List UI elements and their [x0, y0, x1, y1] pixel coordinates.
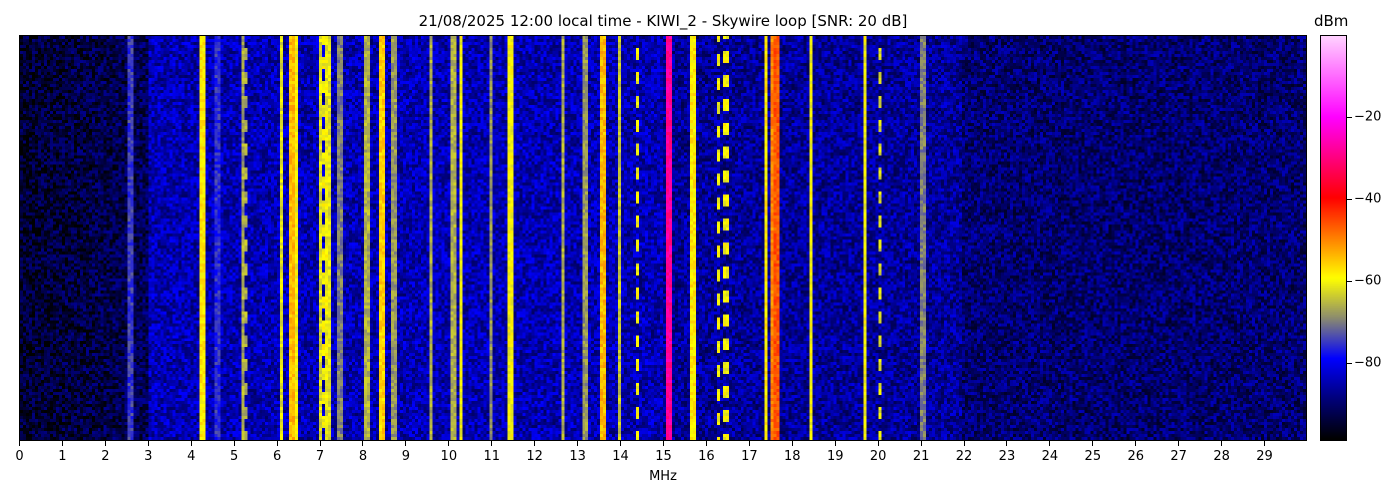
x-tick-mark	[405, 441, 407, 446]
x-tick-label: 27	[1170, 449, 1187, 464]
x-tick-label: 13	[569, 449, 586, 464]
x-tick-mark	[920, 441, 922, 446]
x-tick-mark	[19, 441, 20, 446]
colorbar-tick-mark	[1347, 281, 1352, 283]
x-axis-label: MHz	[649, 469, 677, 484]
x-tick-mark	[362, 441, 364, 446]
x-tick-label: 23	[998, 449, 1016, 464]
x-tick-label: 26	[1127, 449, 1145, 464]
x-tick-mark	[620, 441, 622, 446]
colorbar-label: dBm	[1314, 12, 1349, 30]
colorbar-tick-mark	[1347, 117, 1352, 119]
x-tick-label: 2	[101, 449, 110, 464]
colorbar-tick-mark	[1347, 363, 1352, 365]
x-tick-label: 22	[955, 449, 973, 464]
x-tick-mark	[147, 441, 149, 446]
x-tick-mark	[448, 441, 450, 446]
x-tick-mark	[104, 441, 106, 446]
x-tick-label: 12	[526, 449, 543, 464]
chart-title: 21/08/2025 12:00 local time - KIWI_2 - S…	[418, 12, 908, 30]
colorbar	[1320, 35, 1347, 441]
x-tick-label: 25	[1084, 449, 1102, 464]
x-tick-mark	[705, 441, 707, 446]
x-tick-label: 5	[230, 449, 239, 464]
x-tick-label: 24	[1041, 449, 1059, 464]
x-tick-mark	[963, 441, 965, 446]
x-tick-label: 28	[1213, 449, 1230, 464]
x-tick-label: 15	[655, 449, 672, 464]
x-tick-mark	[577, 441, 579, 446]
x-tick-label: 4	[187, 449, 196, 464]
x-tick-mark	[61, 441, 63, 446]
x-tick-mark	[1135, 441, 1137, 446]
colorbar-tick-label: −40	[1354, 191, 1382, 207]
x-tick-label: 0	[15, 449, 24, 464]
x-tick-mark	[491, 441, 493, 446]
colorbar-tick-label: −60	[1354, 273, 1382, 289]
colorbar-gradient	[1321, 36, 1346, 440]
colorbar-tick-label: −80	[1354, 355, 1382, 371]
x-tick-label: 29	[1256, 449, 1273, 464]
x-tick-mark	[1221, 441, 1223, 446]
x-tick-label: 9	[401, 449, 411, 464]
x-tick-mark	[319, 441, 321, 446]
x-tick-label: 19	[826, 449, 844, 464]
x-tick-label: 6	[272, 449, 282, 464]
x-tick-label: 1	[58, 449, 67, 464]
x-tick-mark	[791, 441, 793, 446]
x-tick-mark	[1092, 441, 1094, 446]
x-tick-mark	[748, 441, 750, 446]
x-tick-label: 7	[315, 449, 325, 464]
x-tick-label: 16	[698, 449, 715, 464]
waterfall-plot-area	[19, 35, 1307, 441]
x-tick-mark	[877, 441, 879, 446]
x-tick-mark	[1264, 441, 1266, 446]
x-tick-mark	[1006, 441, 1008, 446]
x-tick-mark	[1178, 441, 1180, 446]
x-tick-mark	[190, 441, 192, 446]
x-tick-label: 8	[358, 449, 368, 464]
x-tick-mark	[534, 441, 536, 446]
x-tick-mark	[834, 441, 836, 446]
x-tick-mark	[1049, 441, 1051, 446]
x-tick-mark	[276, 441, 278, 446]
x-tick-label: 17	[741, 449, 758, 464]
x-tick-label: 11	[483, 449, 501, 464]
x-tick-label: 10	[440, 449, 458, 464]
x-tick-label: 14	[612, 449, 629, 464]
waterfall-heatmap	[20, 36, 1306, 440]
x-tick-label: 18	[784, 449, 801, 464]
x-tick-mark	[663, 441, 664, 446]
x-tick-label: 21	[912, 449, 930, 464]
colorbar-tick-mark	[1347, 199, 1352, 201]
x-tick-label: 20	[869, 449, 887, 464]
x-tick-label: 3	[144, 449, 153, 464]
colorbar-tick-label: −20	[1354, 109, 1382, 125]
x-tick-mark	[233, 441, 235, 446]
